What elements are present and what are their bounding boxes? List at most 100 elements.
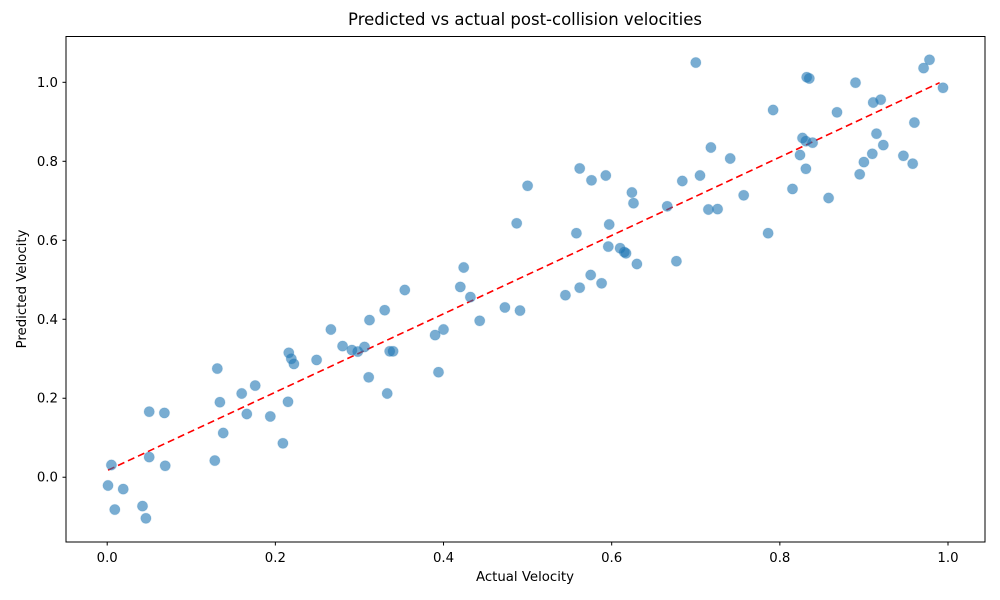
scatter-points: [102, 54, 949, 524]
y-tick-label: 0.6: [37, 234, 58, 249]
scatter-point: [211, 362, 224, 375]
scatter-point: [264, 410, 276, 423]
x-tick-label: 0.0: [97, 551, 118, 566]
scatter-point: [379, 304, 391, 316]
x-tick-label: 0.2: [265, 551, 286, 566]
x-tick-label: 0.4: [433, 551, 454, 566]
scatter-point: [277, 437, 289, 449]
scatter-point: [363, 314, 376, 326]
scatter-point: [105, 459, 118, 471]
scatter-point: [670, 255, 683, 267]
scatter-point: [458, 261, 470, 274]
scatter-point: [908, 116, 921, 129]
scatter-point: [794, 149, 806, 161]
scatter-point: [762, 227, 774, 239]
scatter-point: [574, 282, 586, 294]
x-tick-label: 1.0: [937, 551, 958, 566]
scatter-point: [803, 72, 815, 85]
scatter-point: [602, 240, 614, 253]
scatter-point: [499, 301, 511, 314]
scatter-point: [786, 183, 799, 195]
scatter-point: [661, 200, 673, 213]
scatter-point: [849, 77, 862, 89]
scatter-point: [102, 479, 114, 492]
scatter-point: [241, 408, 253, 420]
scatter-point: [474, 315, 486, 327]
scatter-point: [158, 407, 171, 419]
scatter-point: [870, 128, 883, 140]
scatter-point: [559, 289, 572, 301]
scatter-point: [923, 54, 936, 66]
scatter-point: [627, 197, 640, 209]
x-axis-label: Actual Velocity: [476, 570, 574, 585]
scatter-point: [143, 406, 155, 418]
scatter-point: [866, 148, 878, 160]
scatter-point: [159, 460, 171, 472]
scatter-point: [136, 500, 149, 512]
scatter-point: [464, 291, 477, 303]
scatter-point: [711, 203, 724, 215]
scatter-point: [454, 281, 466, 293]
scatter-point: [877, 139, 889, 151]
scatter-point: [585, 269, 597, 281]
scatter-point: [917, 62, 930, 74]
plot-border: [65, 36, 986, 543]
scatter-point: [282, 396, 294, 408]
scatter-point: [249, 379, 261, 392]
scatter-point: [209, 454, 221, 467]
scatter-point: [325, 323, 337, 336]
y-tick-label: 0.8: [37, 155, 58, 170]
scatter-point: [631, 258, 643, 270]
scatter-point: [800, 163, 812, 175]
scatter-point: [626, 186, 638, 199]
chart-title: Predicted vs actual post-collision veloc…: [348, 10, 702, 29]
scatter-point: [310, 354, 323, 366]
y-tick-label: 0.0: [37, 471, 58, 486]
scatter-point: [336, 340, 349, 352]
scatter-point: [806, 137, 819, 149]
scatter-point: [117, 483, 129, 495]
scatter-point: [236, 387, 248, 400]
scatter-point: [822, 192, 835, 204]
scatter-point: [511, 217, 523, 230]
scatter-point: [381, 387, 393, 400]
y-axis-label: Predicted Velocity: [15, 229, 30, 348]
scatter-point: [109, 503, 121, 516]
scatter-point: [767, 104, 779, 116]
scatter-point: [140, 512, 152, 524]
y-tick-label: 1.0: [37, 76, 58, 91]
scatter-point: [867, 96, 879, 109]
scatter-point: [432, 366, 445, 378]
y-axis-ticks: 0.0 0.2 0.4 0.6 0.8 1.0: [37, 76, 66, 486]
scatter-point: [831, 106, 843, 119]
scatter-point: [724, 152, 736, 165]
scatter-point: [676, 175, 688, 187]
scatter-point: [387, 345, 399, 357]
scatter-point: [907, 158, 919, 170]
scatter-point: [288, 358, 300, 370]
scatter-point: [897, 150, 910, 162]
scatter-point: [738, 189, 750, 202]
scatter-point: [854, 168, 866, 181]
scatter-point: [694, 169, 706, 182]
scatter-point: [595, 277, 608, 289]
x-tick-label: 0.8: [769, 551, 790, 566]
scatter-point: [690, 56, 702, 69]
scatter-point: [437, 323, 450, 336]
scatter-point: [600, 169, 612, 182]
scatter-point: [603, 218, 615, 231]
scatter-point: [429, 329, 441, 341]
x-tick-label: 0.6: [601, 551, 622, 566]
y-tick-label: 0.2: [37, 392, 58, 407]
scatter-point: [143, 451, 155, 463]
scatter-point: [858, 156, 870, 168]
scatter-point: [620, 247, 632, 260]
scatter-point: [399, 284, 411, 296]
x-axis-ticks: 0.0 0.2 0.4 0.6 0.8 1.0: [97, 542, 959, 566]
scatter-point: [937, 82, 949, 94]
scatter-point: [705, 141, 717, 154]
scatter-point: [521, 180, 534, 192]
scatter-point: [363, 371, 375, 383]
